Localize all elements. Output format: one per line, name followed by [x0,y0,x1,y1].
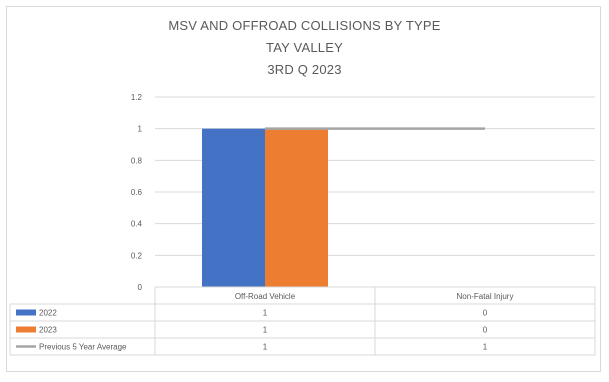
legend-key-2023 [16,326,36,333]
y-tick-label: 0.4 [131,220,143,229]
legend-series-label: Previous 5 Year Average [39,343,127,352]
y-tick-label: 0.2 [131,251,143,260]
table-value-cell: 1 [263,326,268,335]
legend-series-label: 2022 [39,309,57,318]
y-tick-label: 0.6 [131,188,143,197]
table-value-cell: 0 [483,326,488,335]
table-value-cell: 1 [263,309,268,318]
y-tick-label: 0 [138,283,143,292]
legend-key-2022 [16,309,36,316]
table-value-cell: 0 [483,309,488,318]
table-value-cell: 1 [483,343,488,352]
bar-2023 [265,128,328,287]
table-value-cell: 1 [263,343,268,352]
y-tick-label: 1 [138,125,143,134]
chart-title-line-1: MSV AND OFFROAD COLLISIONS BY TYPE [168,18,441,33]
y-tick-label: 1.2 [131,93,143,102]
legend-series-label: 2023 [39,326,57,335]
y-tick-label: 0.8 [131,156,143,165]
chart-title-line-2: TAY VALLEY [266,40,343,55]
table-category-header: Non-Fatal Injury [457,292,514,301]
bar-2022 [202,128,265,287]
table-category-header: Off-Road Vehicle [235,292,296,301]
chart-title-line-3: 3RD Q 2023 [267,62,342,77]
